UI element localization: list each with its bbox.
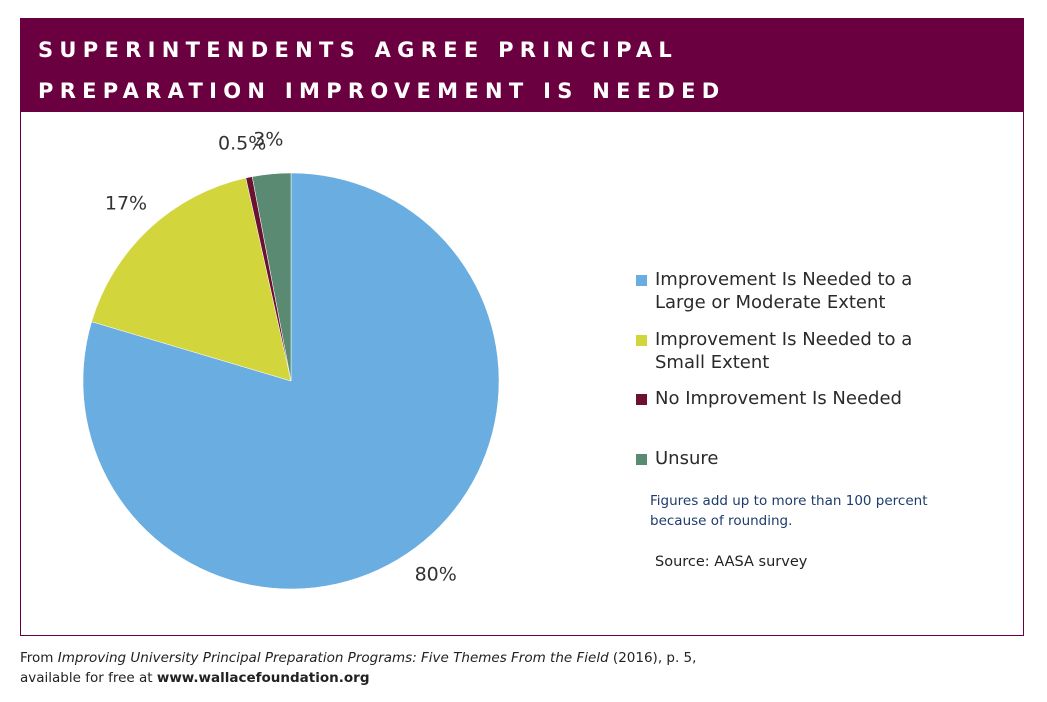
legend-item: Unsure bbox=[636, 447, 936, 470]
legend-item: Improvement Is Needed to a Large or Mode… bbox=[636, 268, 936, 314]
pie-slice bbox=[91, 177, 292, 382]
pie-slice bbox=[82, 172, 500, 590]
pie-slice bbox=[251, 172, 292, 382]
legend: Improvement Is Needed to a Large or Mode… bbox=[636, 268, 936, 470]
legend-swatch bbox=[636, 454, 647, 465]
data-label: 3% bbox=[253, 129, 283, 151]
data-label: 0.5% bbox=[218, 132, 266, 154]
footer-text: From bbox=[20, 650, 58, 666]
note: Figures add up to more than 100 percent … bbox=[650, 493, 928, 529]
legend-item: Improvement Is Needed to a Small Extent bbox=[636, 328, 936, 374]
legend-swatch bbox=[636, 335, 647, 346]
legend-label: Improvement Is Needed to a Large or Mode… bbox=[655, 269, 913, 313]
footer-url: www.wallacefoundation.org bbox=[156, 670, 370, 686]
footer-text: available for free at bbox=[20, 670, 157, 686]
data-label: 80% bbox=[415, 563, 457, 585]
chart-title: SUPERINTENDENTS AGREE PRINCIPAL PREPARAT… bbox=[38, 38, 726, 103]
footer-text: (2016), p. 5, bbox=[608, 650, 697, 666]
footer-publication: Improving University Principal Preparati… bbox=[57, 650, 609, 666]
data-label: 17% bbox=[105, 192, 147, 214]
legend-label: No Improvement Is Needed bbox=[655, 388, 902, 409]
legend-label: Improvement Is Needed to a Small Extent bbox=[655, 329, 913, 373]
source: Source: AASA survey bbox=[655, 554, 808, 570]
title-band bbox=[20, 18, 1024, 112]
legend-swatch bbox=[636, 275, 647, 286]
legend-item: No Improvement Is Needed bbox=[636, 387, 936, 410]
legend-swatch bbox=[636, 394, 647, 405]
footer: From Improving University Principal Prep… bbox=[20, 648, 696, 688]
legend-label: Unsure bbox=[655, 448, 719, 469]
